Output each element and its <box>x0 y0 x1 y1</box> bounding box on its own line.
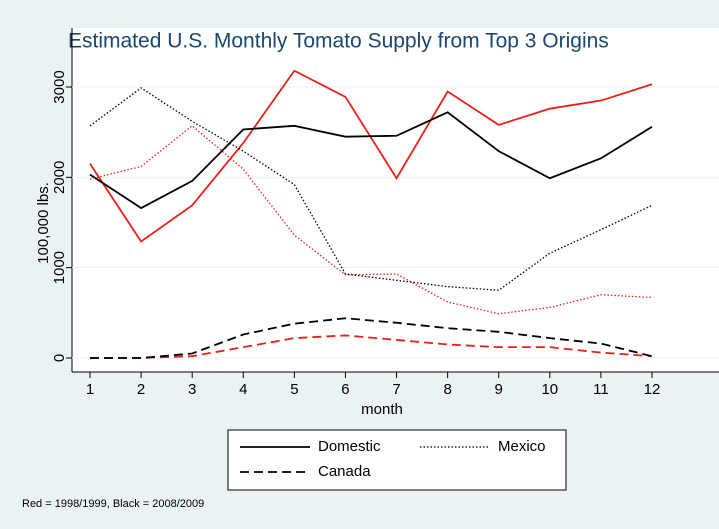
x-tick-label: 3 <box>188 381 196 398</box>
x-tick-label: 1 <box>86 381 94 398</box>
x-tick-label: 11 <box>593 381 609 398</box>
series-line <box>89 69 653 243</box>
x-tick-label: 5 <box>290 381 298 398</box>
x-tick-label: 2 <box>137 381 145 398</box>
legend <box>227 429 567 491</box>
x-tick-label: 4 <box>239 381 247 398</box>
series-line <box>89 111 653 210</box>
series-line <box>90 334 653 359</box>
series-line <box>89 87 653 291</box>
legend-label: Mexico <box>498 438 546 455</box>
x-tick-label: 9 <box>495 381 503 398</box>
x-tick-label: 8 <box>443 381 451 398</box>
legend-label: Canada <box>318 463 371 480</box>
x-tick-label: 6 <box>341 381 349 398</box>
chart-title: Estimated U.S. Monthly Tomato Supply fro… <box>68 30 609 53</box>
y-tick-label: 2000 <box>51 161 68 194</box>
y-tick-label: 3000 <box>51 70 68 103</box>
x-axis-label: month <box>361 401 403 418</box>
x-tick-label: 12 <box>644 381 661 398</box>
legend-label: Domestic <box>318 438 381 455</box>
y-tick-label: 0 <box>51 354 68 362</box>
plot-area <box>72 28 719 372</box>
y-axis-label: 100,000 lbs. <box>35 182 52 264</box>
y-tick-label: 1000 <box>51 251 68 284</box>
x-tick-label: 10 <box>541 381 558 398</box>
x-tick-label: 7 <box>392 381 400 398</box>
note: Red = 1998/1999, Black = 2008/2009 <box>22 498 204 510</box>
series-line <box>90 317 653 359</box>
